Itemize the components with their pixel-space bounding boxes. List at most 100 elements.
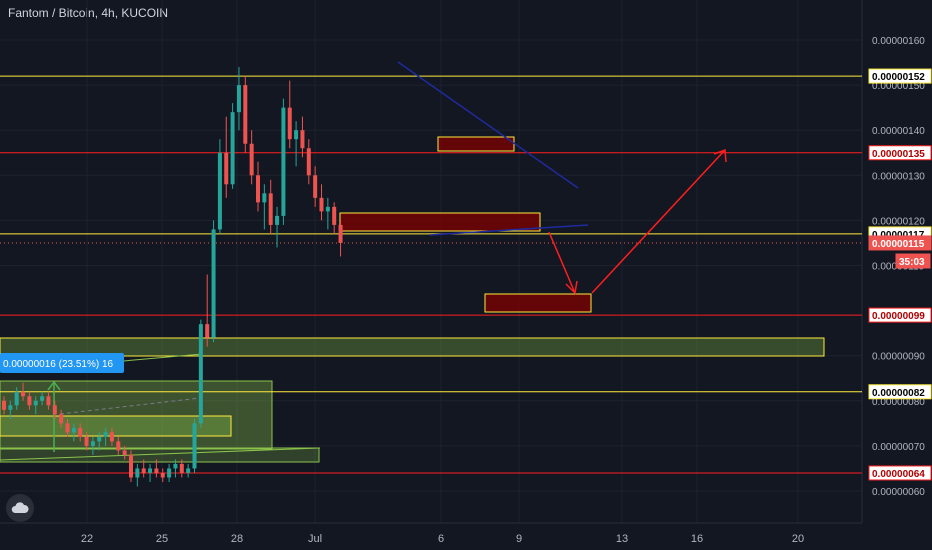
tradingview-logo-icon[interactable]: [6, 494, 34, 522]
measure-label-box: [0, 353, 124, 373]
candle-body: [256, 175, 260, 203]
current-price-label-box: [868, 235, 932, 251]
y-tick-label: 0.00000160: [872, 36, 925, 47]
price-label-box: [868, 307, 932, 323]
x-tick-label: 9: [516, 533, 522, 545]
x-tick-label: 25: [156, 533, 168, 545]
green-zone-inner: [0, 415, 232, 437]
x-tick-label: 20: [792, 533, 804, 545]
price-label-box: [868, 465, 932, 481]
candle-body: [116, 441, 121, 451]
candle-body: [27, 396, 32, 406]
candle-body: [141, 468, 146, 473]
trend-line-neckline: [429, 224, 589, 236]
candle-body: [275, 215, 280, 225]
green-zone-large: [0, 380, 273, 450]
candle-body: [90, 441, 95, 446]
y-tick-label: 0.00000070: [872, 442, 925, 453]
price-label: 0.00000117: [872, 230, 925, 241]
y-tick-label: 0.00000150: [872, 81, 925, 92]
candle-body: [33, 400, 38, 406]
dashed-line: [59, 397, 201, 415]
y-tick-label: 0.00000080: [872, 397, 925, 408]
price-label-box: [868, 384, 932, 400]
candle-body: [230, 112, 235, 185]
candle-body: [59, 414, 64, 424]
green-zone-wide: [0, 337, 825, 357]
candle-body: [313, 175, 318, 198]
x-tick-label: 22: [81, 533, 93, 545]
candle-body: [84, 436, 89, 446]
candle-body: [173, 463, 178, 469]
trend-line-down: [397, 61, 579, 189]
candle-body: [103, 432, 108, 437]
candle-body: [78, 427, 83, 437]
candle-body: [65, 423, 70, 433]
candle-body: [224, 152, 229, 185]
candle-body: [306, 148, 311, 176]
y-tick-label: 0.00000060: [872, 487, 925, 498]
candle-body: [167, 468, 172, 478]
candle-body: [217, 152, 222, 230]
resistance-zone-mid: [339, 212, 541, 232]
price-label: 0.00000082: [872, 388, 925, 399]
candle-body: [338, 224, 343, 243]
candle-body: [179, 463, 184, 473]
candle-body: [46, 396, 51, 406]
candle-body: [97, 436, 102, 442]
candle-body: [300, 130, 305, 149]
candle-body: [262, 193, 267, 203]
candle-body: [236, 85, 241, 113]
candle-body: [14, 391, 19, 406]
price-label: 0.00000099: [872, 311, 925, 322]
current-price-label: 0.00000115: [872, 239, 925, 250]
candle-body: [2, 400, 6, 410]
candle-body: [154, 468, 159, 473]
cloud-icon: [11, 502, 29, 513]
y-tick-label: 0.00000090: [872, 352, 925, 363]
projection-arrow-down: [548, 231, 576, 294]
candle-body: [205, 324, 210, 338]
candle-body: [122, 450, 127, 455]
price-label: 0.00000152: [872, 72, 925, 83]
price-label-box: [868, 68, 932, 84]
x-tick-label: 13: [616, 533, 628, 545]
projection-arrow-up: [591, 149, 726, 294]
x-tick-label: Jul: [308, 533, 322, 545]
x-tick-label: 6: [438, 533, 444, 545]
countdown-label-box: [895, 253, 931, 269]
candle-body: [148, 468, 153, 473]
arrow-head-icon: [713, 148, 727, 163]
candle-body: [325, 206, 330, 212]
candle-body: [71, 427, 76, 433]
candle-body: [40, 396, 45, 401]
candle-body: [243, 85, 248, 144]
candle-body: [8, 405, 13, 410]
target-zone: [484, 293, 592, 313]
candle-body: [160, 472, 165, 478]
candle-body: [186, 468, 191, 473]
chart-title: Fantom / Bitcoin, 4h, KUCOIN: [8, 6, 169, 20]
candle-body: [249, 143, 254, 176]
resistance-zone-top: [437, 136, 515, 152]
x-tick-label: 16: [691, 533, 703, 545]
price-label: 0.00000135: [872, 149, 925, 160]
candle-body: [287, 107, 292, 140]
candle-body: [135, 468, 140, 478]
price-label: 0.00000064: [872, 469, 925, 480]
arrow-head-icon: [565, 280, 578, 295]
y-tick-label: 0.00000130: [872, 171, 925, 182]
y-tick-label: 0.00000140: [872, 126, 925, 137]
candle-body: [211, 229, 216, 338]
price-label-box: [868, 145, 932, 161]
y-tick-label: 0.00000120: [872, 216, 925, 227]
countdown-label: 35:03: [899, 257, 925, 268]
candle-body: [319, 197, 324, 212]
candle-body: [129, 454, 133, 478]
candle-body: [192, 423, 197, 469]
candle-body: [294, 130, 299, 140]
candle-body: [109, 432, 114, 442]
x-tick-label: 28: [231, 533, 243, 545]
candle-body: [52, 405, 57, 415]
